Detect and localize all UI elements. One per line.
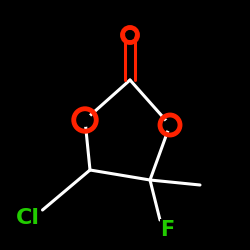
Circle shape (126, 31, 134, 39)
Text: Cl: Cl (16, 208, 40, 228)
Text: F: F (160, 220, 174, 240)
Circle shape (164, 120, 175, 130)
Circle shape (79, 114, 91, 126)
